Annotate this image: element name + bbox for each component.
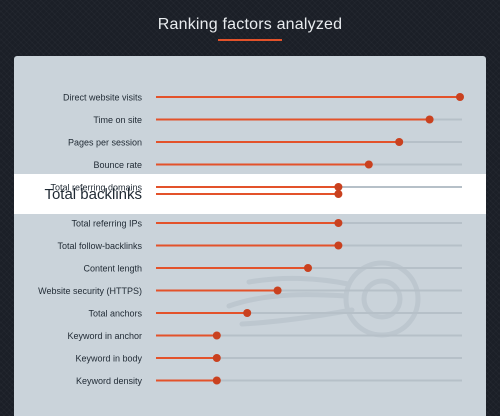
- factor-label: Direct website visits: [63, 93, 143, 103]
- factor-label: Website security (HTTPS): [38, 286, 142, 296]
- factor-label: Content length: [83, 264, 142, 274]
- factor-label: Total backlinks: [44, 186, 142, 203]
- factor-dot: [395, 138, 404, 146]
- factor-label: Total anchors: [88, 309, 142, 319]
- factor-dot: [334, 183, 343, 191]
- factor-dot: [243, 309, 252, 317]
- factor-dot: [273, 286, 282, 295]
- factor-dot: [334, 241, 343, 250]
- factor-label: Pages per session: [68, 138, 142, 148]
- factor-label: Total referring IPs: [71, 219, 142, 229]
- factor-dot: [304, 264, 312, 272]
- ranking-factors-chart: Direct website visits Time on site Pages p…: [14, 93, 486, 386]
- factor-dot: [364, 160, 373, 169]
- factor-dot: [334, 190, 343, 198]
- factor-label: Time on site: [93, 115, 142, 125]
- factor-label: Keyword in body: [75, 354, 142, 364]
- factor-dot: [334, 219, 343, 227]
- chart-panel: Direct website visits Time on site Pages p…: [14, 56, 486, 416]
- header: Ranking factors analyzed: [0, 0, 500, 55]
- factor-label: Total follow-backlinks: [57, 241, 142, 251]
- title-underline: [218, 39, 282, 41]
- factor-label: Bounce rate: [93, 160, 142, 170]
- factor-label: Total referring domains: [50, 183, 142, 193]
- factor-dot: [456, 93, 464, 101]
- factor-dot: [212, 376, 221, 385]
- factor-dot: [425, 115, 434, 124]
- factor-label: Keyword in anchor: [67, 331, 142, 341]
- page-title: Ranking factors analyzed: [157, 16, 343, 33]
- factor-dot: [212, 331, 221, 340]
- factor-label: Keyword density: [76, 376, 143, 386]
- factor-dot: [212, 354, 221, 362]
